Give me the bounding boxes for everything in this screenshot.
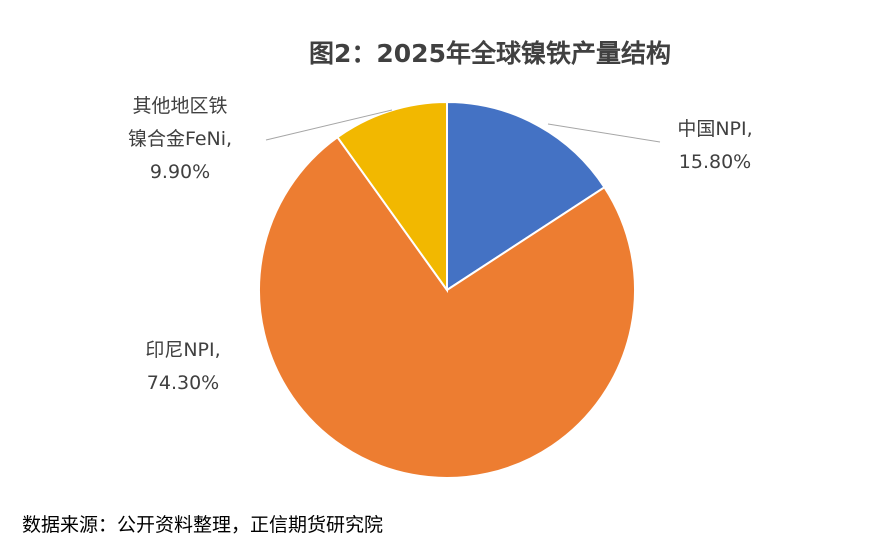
data-label-2: 9.90% xyxy=(150,161,210,183)
data-label-1: 印尼NPI, xyxy=(145,339,220,361)
chart-title: 图2：2025年全球镍铁产量结构 xyxy=(309,39,671,68)
data-label-0: 中国NPI, xyxy=(677,118,752,140)
data-label-2: 其他地区铁 xyxy=(132,95,227,117)
leader-line-0 xyxy=(547,123,661,143)
pie-slice-1 xyxy=(258,135,636,479)
data-label-1: 74.30% xyxy=(147,372,219,394)
leader-line-2 xyxy=(265,109,393,141)
pie-slice-0 xyxy=(446,100,606,292)
data-label-2: 镍合金FeNi, xyxy=(128,128,232,150)
data-label-0: 15.80% xyxy=(679,151,751,173)
source-note: 数据来源：公开资料整理，正信期货研究院 xyxy=(22,514,383,536)
